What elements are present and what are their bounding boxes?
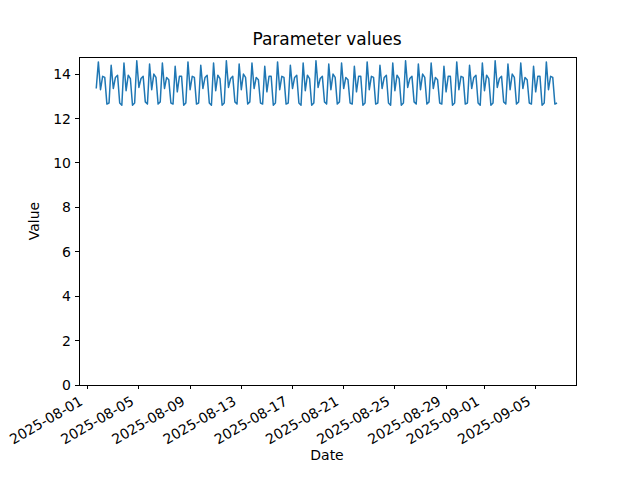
chart-title: Parameter values [252, 29, 401, 49]
y-tick-label: 2 [62, 333, 71, 349]
y-tick-label: 12 [53, 111, 71, 127]
y-tick-label: 0 [62, 377, 71, 393]
chart-canvas: 024681012142025-08-012025-08-052025-08-0… [0, 0, 640, 480]
x-axis-label: Date [310, 447, 343, 463]
figure: 024681012142025-08-012025-08-052025-08-0… [0, 0, 640, 480]
y-tick-label: 8 [62, 199, 71, 215]
plot-frame [79, 57, 576, 385]
y-tick-label: 10 [53, 155, 71, 171]
y-tick-label: 14 [53, 66, 71, 82]
y-tick-label: 4 [62, 288, 71, 304]
y-axis-label: Value [26, 202, 42, 240]
series-line [96, 61, 557, 105]
y-tick-label: 6 [62, 244, 71, 260]
